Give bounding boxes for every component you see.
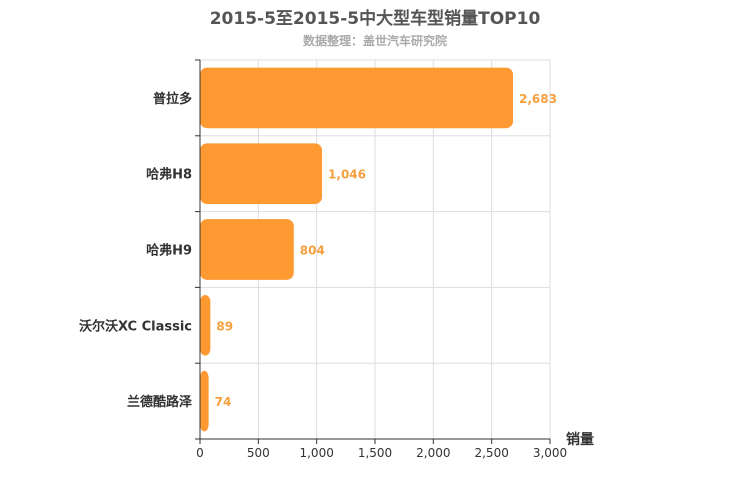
bar[interactable] (200, 219, 294, 280)
chart-title: 2015-5至2015-5中大型车型销量TOP10 (209, 9, 541, 29)
bar[interactable] (200, 294, 211, 356)
chart-subtitle: 数据整理：盖世汽车研究院 (302, 34, 447, 48)
x-axis-label: 销量 (566, 431, 594, 448)
value-label: 2,683 (519, 92, 557, 106)
category-label: 沃尔沃XC Classic (79, 318, 192, 334)
x-tick-label: 2,500 (474, 446, 508, 460)
bars (200, 67, 514, 432)
axes (195, 59, 551, 444)
x-tick-label: 1,000 (299, 446, 333, 460)
bar[interactable] (200, 370, 209, 432)
value-label: 1,046 (328, 168, 366, 182)
x-tick-label: 1,500 (358, 446, 392, 460)
value-label: 89 (216, 319, 233, 333)
category-label: 哈弗H8 (146, 167, 192, 183)
x-tick-label: 3,000 (533, 446, 567, 460)
bar[interactable] (200, 143, 323, 205)
labels: 0 500 1,000 1,500 2,000 2,500 3,000 普拉多 2,683 哈弗H… (79, 91, 567, 460)
category-label: 兰德酷路泽 (127, 394, 193, 410)
x-tick-label: 0 (196, 446, 204, 460)
category-label: 哈弗H9 (146, 243, 192, 259)
value-label: 74 (215, 395, 232, 409)
category-label: 普拉多 (153, 91, 192, 107)
value-label: 804 (300, 244, 325, 258)
x-tick-label: 500 (247, 446, 270, 460)
x-tick-label: 2,000 (416, 446, 450, 460)
bar[interactable] (200, 67, 514, 129)
